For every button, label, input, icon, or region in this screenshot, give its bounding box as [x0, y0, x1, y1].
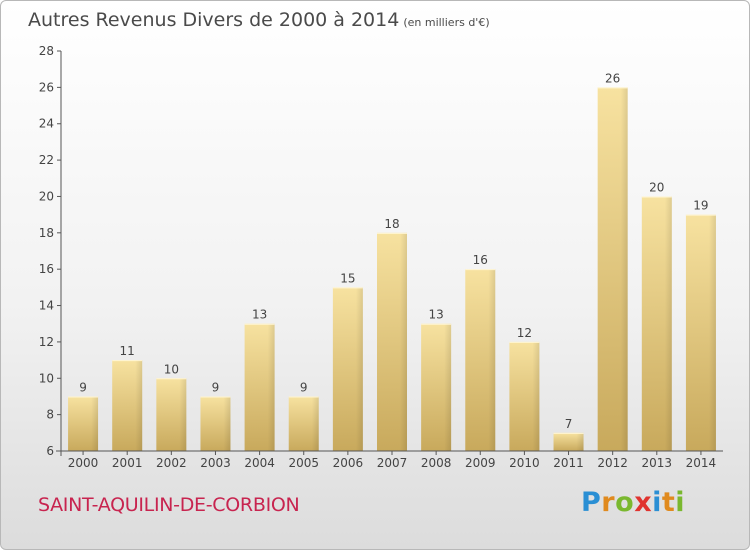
- bar-shade: [620, 87, 628, 451]
- logo-letter: r: [601, 487, 616, 518]
- x-tick-label: 2000: [68, 456, 99, 470]
- bar-shade: [488, 269, 496, 451]
- y-tick-label: 10: [39, 371, 54, 385]
- x-tick-label: 2008: [421, 456, 452, 470]
- bar-shade: [576, 432, 584, 451]
- logo-letter: o: [615, 487, 635, 518]
- bar-value-label: 16: [473, 253, 488, 267]
- proxiti-logo: Proxiti: [581, 487, 685, 518]
- bar-value-label: 18: [384, 217, 399, 231]
- y-tick-label: 24: [39, 117, 54, 131]
- bar-value-label: 9: [300, 380, 308, 394]
- chart-title-unit: (en milliers d'€): [403, 16, 490, 29]
- y-tick-label: 6: [46, 444, 54, 458]
- y-tick-label: 16: [39, 262, 54, 276]
- x-tick-label: 2005: [288, 456, 319, 470]
- bar-value-label: 9: [79, 380, 87, 394]
- y-tick-label: 22: [39, 153, 54, 167]
- x-tick-label: 2003: [200, 456, 231, 470]
- y-tick-label: 8: [46, 408, 54, 422]
- x-tick-label: 2011: [553, 456, 584, 470]
- bar-value-label: 10: [164, 362, 179, 376]
- bar-value-label: 19: [693, 199, 708, 213]
- bar: [553, 432, 584, 451]
- bar-shade: [179, 378, 187, 451]
- x-tick-label: 2004: [244, 456, 275, 470]
- bar-shade: [708, 214, 716, 451]
- bar-shade: [223, 396, 231, 451]
- logo-letter: P: [581, 487, 602, 518]
- bar-shade: [532, 341, 540, 451]
- x-tick-label: 2007: [377, 456, 408, 470]
- bar-value-label: 20: [649, 180, 664, 194]
- bar-value-label: 13: [428, 308, 443, 322]
- x-tick-label: 2013: [642, 456, 673, 470]
- bar-value-label: 7: [565, 417, 573, 431]
- y-tick-label: 26: [39, 80, 54, 94]
- x-tick-label: 2001: [112, 456, 143, 470]
- logo-letter: x: [634, 487, 653, 518]
- y-tick-label: 12: [39, 335, 54, 349]
- logo-letter: i: [652, 487, 662, 518]
- bar-shade: [267, 323, 275, 451]
- x-tick-label: 2014: [686, 456, 717, 470]
- x-tick-label: 2006: [333, 456, 364, 470]
- bar-shade: [664, 196, 672, 451]
- bar-shade: [355, 287, 363, 451]
- y-tick-label: 28: [39, 44, 54, 58]
- bars-group: 9 11 10 9 13 9 15 18 13 16 12 7 26 20 19: [68, 71, 716, 451]
- commune-name: SAINT-AQUILIN-DE-CORBION: [38, 494, 300, 516]
- bar-shade: [400, 232, 407, 451]
- x-tick-label: 2009: [465, 456, 496, 470]
- bar-value-label: 15: [340, 271, 355, 285]
- x-tick-label: 2012: [597, 456, 628, 470]
- y-tick-label: 14: [39, 299, 54, 313]
- bar-value-label: 9: [212, 380, 220, 394]
- chart-title: Autres Revenus Divers de 2000 à 2014 (en …: [28, 9, 490, 31]
- bar-value-label: 11: [120, 344, 135, 358]
- y-tick-label: 18: [39, 226, 54, 240]
- bar-value-label: 13: [252, 308, 267, 322]
- logo-letter: t: [661, 487, 676, 518]
- x-tick-label: 2010: [509, 456, 540, 470]
- axes-group: 6 8 10 12 14 16 18 20 22 24 26 28 2000 2001 2002 2003 20…: [39, 44, 723, 470]
- bar-shade: [311, 396, 319, 451]
- chart-title-text: Autres Revenus Divers de 2000 à 2014: [28, 9, 400, 31]
- bar-value-label: 26: [605, 71, 620, 85]
- logo-letter: i: [675, 487, 686, 518]
- x-tick-label: 2002: [156, 456, 187, 470]
- y-tick-label: 20: [39, 189, 54, 203]
- bar-shade: [444, 323, 452, 451]
- bar-value-label: 12: [517, 326, 532, 340]
- bar-shade: [91, 396, 99, 451]
- bar-shade: [135, 360, 143, 451]
